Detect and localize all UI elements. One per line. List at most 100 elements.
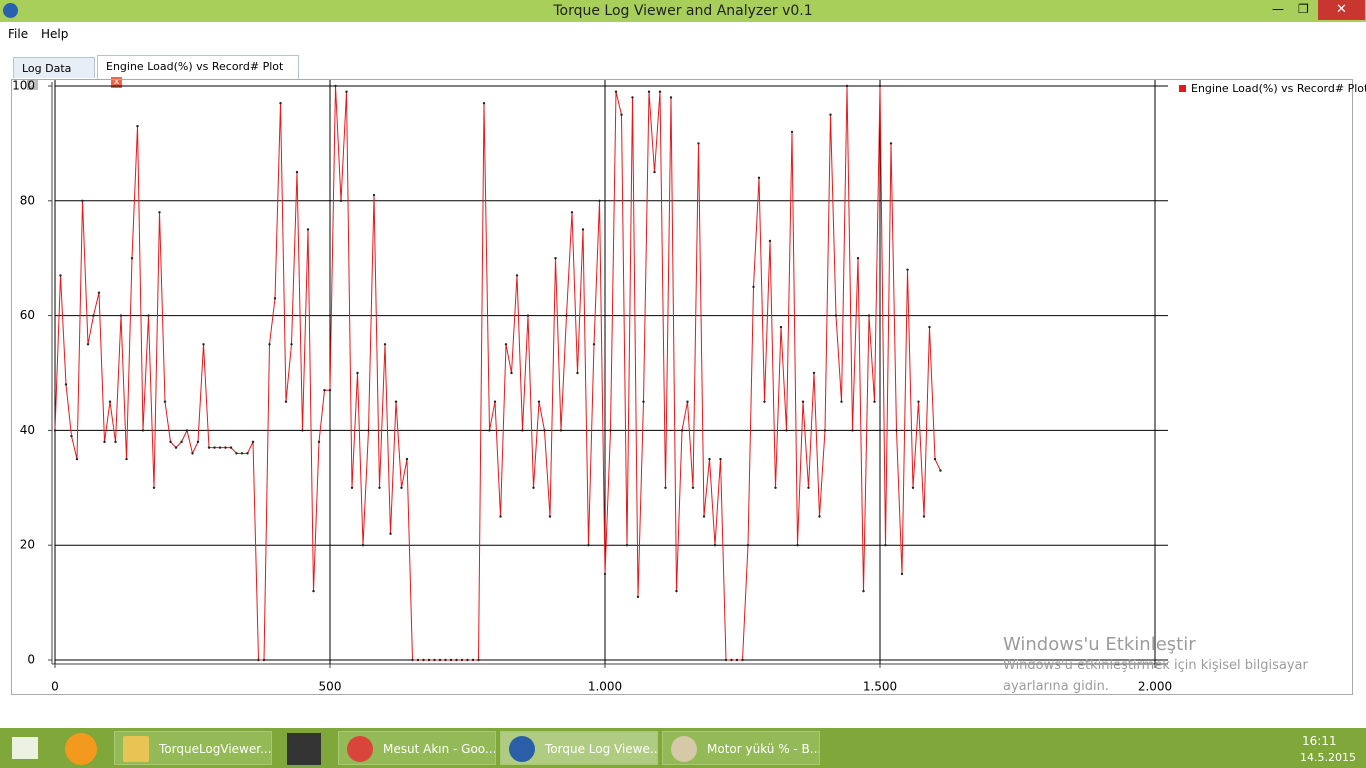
- close-button[interactable]: ✕: [1318, 0, 1365, 20]
- clock-date[interactable]: 14.5.2015: [1300, 751, 1356, 764]
- legend-label: Engine Load(%) vs Record# Plot: [1191, 82, 1366, 95]
- data-point: [191, 452, 194, 455]
- data-point: [488, 429, 491, 432]
- taskbar-label: Torque Log Viewe...: [545, 742, 658, 756]
- data-point: [334, 84, 337, 88]
- taskbar-item[interactable]: Torque Log Viewe...: [500, 731, 658, 765]
- taskbar-item[interactable]: Mesut Akın - Goo...: [338, 731, 496, 765]
- data-point: [889, 142, 893, 145]
- data-point: [477, 658, 480, 662]
- data-point: [372, 193, 376, 197]
- data-point: [482, 102, 486, 105]
- chart: 0 20 40 60 80 100 0 500 1.000 1.500 2.000 Engine Lo…: [12, 79, 1366, 694]
- y-tick-label: 20: [20, 538, 35, 552]
- data-point: [323, 389, 326, 392]
- data-point: [130, 257, 134, 260]
- data-point: [224, 446, 227, 449]
- data-point: [537, 400, 541, 403]
- data-point: [433, 658, 436, 662]
- x-tick-label: 2.000: [1138, 680, 1172, 694]
- data-point: [301, 429, 304, 432]
- data-point: [790, 130, 794, 134]
- data-point: [114, 440, 117, 444]
- data-point: [312, 589, 315, 593]
- data-point: [147, 314, 150, 317]
- data-point: [103, 440, 106, 444]
- taskbar-item[interactable]: Motor yükü % - B...: [662, 731, 820, 765]
- data-point: [119, 314, 123, 317]
- data-point: [587, 544, 590, 547]
- data-point: [460, 658, 464, 662]
- data-point: [273, 297, 277, 300]
- data-point: [719, 457, 722, 461]
- data-point: [317, 440, 321, 444]
- start-button[interactable]: [12, 737, 38, 759]
- pinned-app[interactable]: [65, 733, 97, 765]
- tab[interactable]: Engine Load(%) vs Record# Plot x: [97, 55, 299, 88]
- data-point: [686, 400, 689, 403]
- legend-swatch: [1179, 85, 1186, 92]
- data-point: [174, 446, 178, 449]
- data-point: [779, 325, 783, 329]
- x-tick-label: 500: [319, 680, 342, 694]
- menu-help[interactable]: Help: [41, 27, 69, 41]
- data-point: [53, 429, 57, 432]
- data-point: [416, 658, 420, 662]
- data-point: [268, 343, 271, 346]
- data-point: [697, 142, 700, 145]
- data-point: [350, 486, 354, 489]
- data-point: [251, 440, 255, 444]
- tab[interactable]: Log Data x: [13, 57, 95, 90]
- data-point: [125, 457, 128, 461]
- data-point: [284, 400, 288, 403]
- data-point: [202, 343, 205, 346]
- data-point: [543, 429, 546, 432]
- tab-close[interactable]: x: [27, 79, 38, 90]
- data-point: [614, 90, 618, 93]
- data-point: [834, 314, 838, 317]
- data-point: [400, 486, 403, 489]
- data-point: [735, 658, 739, 662]
- data-point: [422, 658, 425, 662]
- clock-time[interactable]: 16:11: [1302, 734, 1337, 748]
- data-point: [851, 429, 854, 432]
- data-point: [598, 199, 601, 202]
- data-point: [785, 429, 788, 432]
- data-point: [730, 658, 733, 662]
- tab-close[interactable]: x: [111, 77, 122, 88]
- data-point: [653, 170, 656, 174]
- data-point: [196, 440, 200, 444]
- data-point: [669, 96, 673, 99]
- data-point: [862, 589, 865, 593]
- data-point: [708, 457, 711, 461]
- data-point: [548, 515, 552, 518]
- menu-file[interactable]: File: [8, 27, 29, 41]
- data-point: [493, 400, 497, 403]
- data-point: [884, 544, 887, 547]
- data-point: [515, 274, 519, 277]
- data-point: [141, 429, 145, 432]
- taskbar-label: Mesut Akın - Goo...: [383, 742, 496, 756]
- data-point: [389, 532, 392, 535]
- data-point: [647, 90, 651, 93]
- data-point: [933, 457, 937, 461]
- data-point: [752, 285, 755, 289]
- data-point: [213, 446, 216, 449]
- data-point: [510, 371, 513, 375]
- app-icon: [3, 3, 18, 18]
- minimize-button[interactable]: —: [1272, 2, 1284, 16]
- restore-button[interactable]: ❐: [1298, 2, 1309, 16]
- data-point: [691, 486, 695, 489]
- window-title: Torque Log Viewer and Analyzer v0.1: [553, 3, 813, 19]
- data-point: [603, 572, 607, 576]
- taskbar-label: Motor yükü % - B...: [707, 742, 820, 756]
- data-point: [378, 486, 381, 489]
- data-point: [169, 440, 172, 444]
- pinned-app[interactable]: [287, 733, 321, 765]
- data-point: [185, 429, 189, 432]
- taskbar-item[interactable]: TorqueLogViewer...: [114, 731, 272, 765]
- data-point: [246, 452, 249, 455]
- data-point: [235, 452, 238, 455]
- data-point: [64, 383, 68, 386]
- data-point: [306, 228, 310, 231]
